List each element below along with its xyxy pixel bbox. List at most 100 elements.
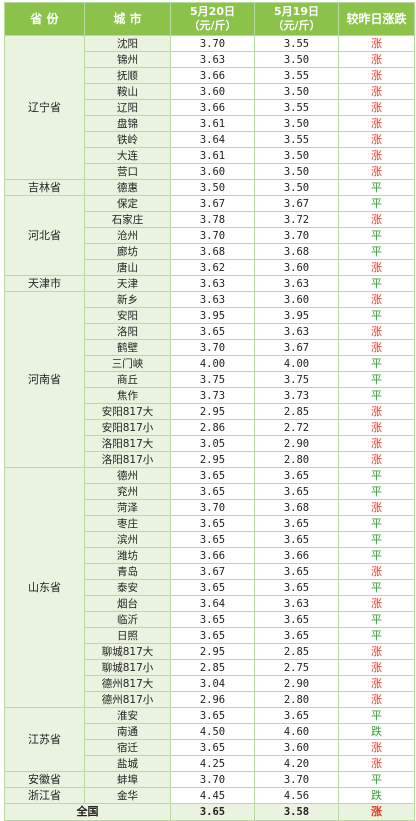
table-row: 鞍山 3.60 3.50 涨 [5,83,415,100]
city-cell: 沈阳 [84,35,171,52]
trend-cell: 平 [338,275,415,292]
table-row: 江苏省 淮安 3.65 3.65 平 [4,707,415,772]
table-row: 浙江省 金华 4.45 4.56 跌 [4,787,415,804]
price-may20-cell: 4.45 [170,787,255,804]
table-row: 大连 3.61 3.50 涨 [5,147,415,164]
header-date-may19-line1: 5月19日 [274,5,319,18]
price-may20-cell: 3.70 [170,227,255,244]
price-may19-cell: 2.85 [254,403,339,420]
trend-cell: 涨 [338,99,415,116]
price-may20-cell: 4.00 [170,355,255,372]
trend-cell: 平 [338,195,415,212]
trend-cell: 涨 [338,147,415,164]
province-cell: 安徽省 [4,771,85,788]
price-may19-cell: 3.50 [254,83,339,100]
city-cell: 聊城817大 [84,643,171,660]
price-may19-cell: 2.80 [254,451,339,468]
table-row: 德州817小 2.96 2.80 涨 [5,691,415,708]
trend-cell: 平 [338,227,415,244]
price-may20-cell: 2.85 [170,659,255,676]
price-may19-cell: 3.65 [254,707,339,724]
price-may19-cell: 3.95 [254,307,339,324]
trend-cell: 涨 [338,595,415,612]
price-may20-cell: 3.50 [170,179,255,196]
trend-cell: 平 [338,707,415,724]
city-cell: 锦州 [84,51,171,68]
price-may20-cell: 3.65 [170,323,255,340]
trend-cell: 平 [338,243,415,260]
trend-cell: 涨 [338,51,415,68]
price-may20-cell: 3.70 [170,35,255,52]
city-cell: 洛阳817大 [84,435,171,452]
header-date-may19: 5月19日 （元/斤） [254,2,339,36]
price-may19-cell: 3.65 [254,531,339,548]
price-may20-cell: 3.60 [170,83,255,100]
price-may19-cell: 3.50 [254,115,339,132]
trend-cell: 涨 [338,675,415,692]
price-may20-cell: 3.63 [170,291,255,308]
city-cell: 德州817小 [84,691,171,708]
trend-cell: 涨 [338,691,415,708]
price-may20-cell: 3.65 [170,627,255,644]
price-may19-cell: 3.50 [254,147,339,164]
table-row: 商丘 3.75 3.75 平 [5,371,415,388]
price-may19-cell: 3.67 [254,195,339,212]
city-cell: 安阳817大 [84,403,171,420]
trend-cell: 跌 [338,787,415,804]
price-may20-cell: 3.68 [170,243,255,260]
price-may20-cell: 3.65 [170,739,255,756]
price-may20-cell: 3.66 [170,67,255,84]
trend-cell: 平 [338,483,415,500]
city-cell: 临沂 [84,611,171,628]
header-province: 省 份 [4,2,85,36]
province-cell: 河南省 [4,291,85,468]
city-cell: 枣庄 [84,515,171,532]
city-cell: 潍坊 [84,547,171,564]
price-may19-cell: 3.65 [254,579,339,596]
price-may20-cell: 3.65 [170,579,255,596]
price-may20-cell: 3.65 [170,483,255,500]
table-row: 安徽省 蚌埠 3.70 3.70 平 [4,771,415,788]
province-cell: 天津市 [4,275,85,292]
price-may19-cell: 3.63 [254,275,339,292]
price-may19-cell: 3.63 [254,595,339,612]
price-may19-cell: 2.90 [254,675,339,692]
header-date-may20: 5月20日 （元/斤） [170,2,255,36]
table-row: 德州817大 3.04 2.90 涨 [5,675,415,692]
city-cell: 洛阳 [84,323,171,340]
table-row: 盐城 4.25 4.20 涨 [5,755,415,772]
trend-cell: 涨 [338,563,415,580]
city-cell: 商丘 [84,371,171,388]
province-cell: 江苏省 [4,707,85,772]
price-may19-cell: 3.55 [254,67,339,84]
city-cell: 天津 [84,275,171,292]
table-row: 南通 4.50 4.60 跌 [5,723,415,740]
price-may20-cell: 3.67 [170,195,255,212]
city-cell: 新乡 [84,291,171,308]
city-cell: 安阳 [84,307,171,324]
trend-cell: 涨 [338,643,415,660]
price-may19-cell: 3.63 [254,323,339,340]
city-cell: 抚顺 [84,67,171,84]
city-cell: 大连 [84,147,171,164]
province-cell: 辽宁省 [4,35,85,180]
table-row: 营口 3.60 3.50 涨 [5,163,415,180]
trend-cell: 涨 [338,659,415,676]
price-may20-cell: 3.73 [170,387,255,404]
city-cell: 日照 [84,627,171,644]
city-cell: 泰安 [84,579,171,596]
price-may20-cell: 3.70 [170,499,255,516]
city-cell: 南通 [84,723,171,740]
trend-cell: 涨 [338,739,415,756]
table-row: 石家庄 3.78 3.72 涨 [5,211,415,228]
price-may20-cell: 4.25 [170,755,255,772]
city-cell: 三门峡 [84,355,171,372]
trend-cell: 涨 [338,339,415,356]
city-cell: 安阳817小 [84,419,171,436]
price-may19-cell: 3.50 [254,163,339,180]
trend-cell: 涨 [338,211,415,228]
header-date-may19-line2: （元/斤） [272,19,321,32]
city-cell: 德惠 [84,179,171,196]
price-may20-cell: 2.95 [170,643,255,660]
price-may19-cell: 4.20 [254,755,339,772]
